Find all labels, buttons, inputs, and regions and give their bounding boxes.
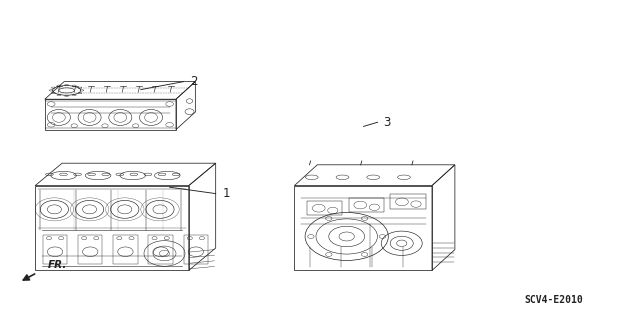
Polygon shape xyxy=(45,82,195,99)
Polygon shape xyxy=(294,165,455,186)
Polygon shape xyxy=(45,99,176,130)
Polygon shape xyxy=(35,163,216,186)
Text: 3: 3 xyxy=(383,116,390,129)
Text: 2: 2 xyxy=(190,75,198,88)
Polygon shape xyxy=(189,163,216,270)
Polygon shape xyxy=(294,186,432,270)
Text: FR.: FR. xyxy=(47,260,67,270)
Text: 1: 1 xyxy=(223,187,230,200)
Polygon shape xyxy=(35,186,189,270)
Polygon shape xyxy=(432,165,455,270)
Polygon shape xyxy=(176,82,195,130)
Text: SCV4-E2010: SCV4-E2010 xyxy=(524,295,583,305)
